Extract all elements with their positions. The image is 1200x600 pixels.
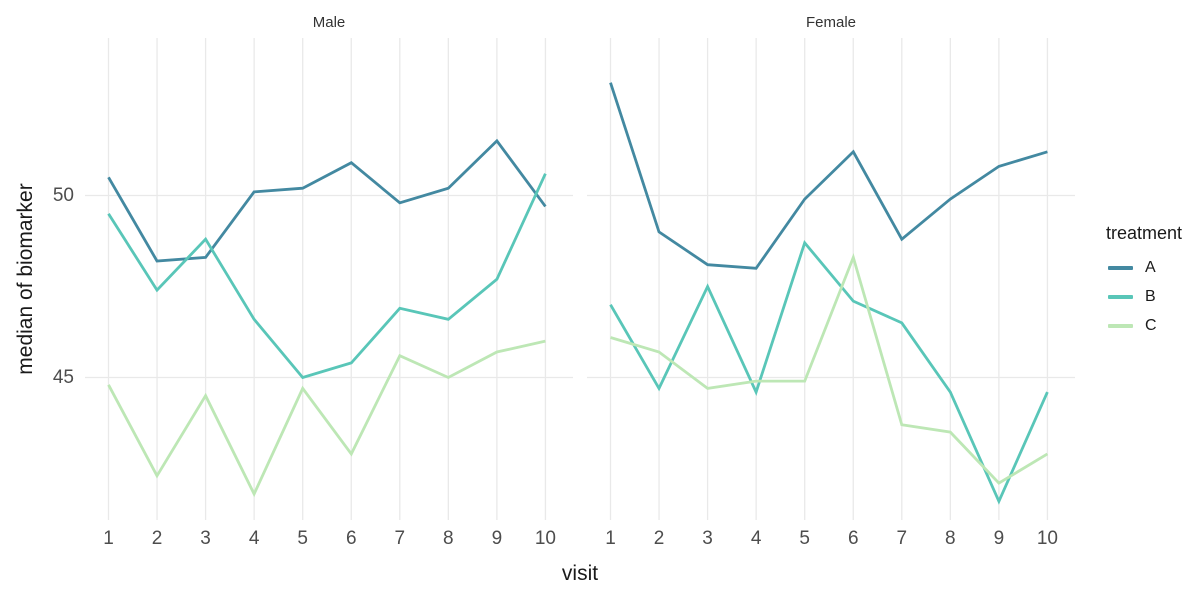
legend: treatment A B C [1104, 223, 1182, 340]
x-tick-label-4: 4 [750, 528, 762, 549]
series-line-A-male [107, 138, 547, 263]
x-tick-label-6: 6 [847, 528, 859, 549]
legend-line-swatch-a [1108, 265, 1133, 270]
x-tick-label-3: 3 [200, 528, 211, 549]
x-tick-label-10: 10 [1036, 528, 1059, 549]
legend-item-b: B [1104, 282, 1182, 311]
x-tick-label-8: 8 [945, 528, 956, 549]
series-line-B-female [609, 239, 1049, 505]
x-tick-label-7: 7 [394, 528, 406, 549]
y-tick-label-50: 50 [52, 184, 74, 206]
facet-strip-label-male: Male [312, 14, 346, 31]
facet-plot-female [587, 38, 1075, 520]
facet-panel-male: Male 1 2 3 4 5 6 7 8 9 10 [85, 14, 573, 549]
x-tick-label-10: 10 [534, 528, 557, 549]
legend-line-swatch-c [1108, 323, 1133, 328]
x-axis-title: visit [561, 562, 599, 585]
x-tick-label-2: 2 [151, 528, 163, 549]
series-line-C-female [610, 253, 1049, 485]
legend-title: treatment [1106, 223, 1183, 243]
y-tick-label-45: 45 [52, 366, 74, 388]
y-axis-title: median of biomarker [14, 183, 37, 375]
facet-plot-male [85, 38, 573, 520]
x-tick-label-1: 1 [605, 528, 616, 549]
x-tick-label-5: 5 [799, 528, 810, 549]
x-axis-ticks-female: 1 2 3 4 5 6 7 8 9 10 [587, 528, 1075, 552]
x-tick-label-6: 6 [345, 528, 357, 549]
series-line-C-male [107, 339, 546, 498]
x-tick-label-1: 1 [103, 528, 114, 549]
facet-strip-label-female: Female [805, 14, 857, 31]
series-line-A-female [609, 82, 1048, 270]
legend-line-swatch-b [1108, 294, 1133, 299]
x-tick-label-4: 4 [248, 528, 260, 549]
legend-label-a: A [1145, 258, 1156, 276]
legend-item-c: C [1104, 311, 1182, 340]
x-tick-label-8: 8 [443, 528, 454, 549]
x-tick-label-5: 5 [297, 528, 308, 549]
legend-label-c: C [1145, 316, 1157, 334]
x-tick-label-9: 9 [993, 528, 1005, 549]
x-tick-label-9: 9 [491, 528, 503, 549]
x-axis-ticks-male: 1 2 3 4 5 6 7 8 9 10 [85, 528, 573, 552]
x-tick-label-7: 7 [896, 528, 908, 549]
legend-label-b: B [1145, 287, 1156, 305]
x-tick-label-3: 3 [702, 528, 713, 549]
x-tick-label-2: 2 [653, 528, 665, 549]
series-line-B-male [107, 173, 547, 380]
facet-panel-female: Female 1 2 3 4 5 6 7 8 9 10 [587, 14, 1075, 549]
legend-item-a: A [1104, 253, 1182, 282]
